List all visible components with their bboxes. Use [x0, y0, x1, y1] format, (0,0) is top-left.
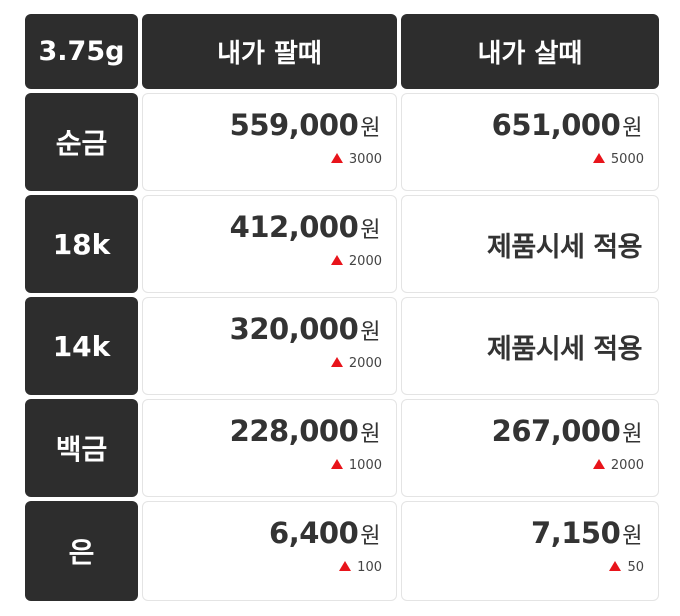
sell-cell-14k: 320,000원 2000 — [142, 297, 397, 395]
sell-price: 320,000원 — [229, 312, 381, 346]
row-label-14k: 14k — [25, 297, 138, 395]
buy-cell-pure-gold: 651,000원 5000 — [401, 93, 659, 191]
sell-change: 100 — [339, 560, 382, 575]
up-triangle-icon — [330, 357, 343, 367]
buy-cell-silver: 7,150원 50 — [401, 501, 659, 601]
buy-cell-platinum: 267,000원 2000 — [401, 399, 659, 497]
buy-cell-14k: 제품시세 적용 — [401, 297, 659, 395]
buy-price-header: 내가 살때 — [401, 14, 659, 89]
sell-price-header: 내가 팔때 — [142, 14, 397, 89]
sell-price-header-label: 내가 팔때 — [217, 39, 322, 69]
up-triangle-icon — [339, 561, 352, 571]
row-label-pure-gold: 순금 — [25, 93, 138, 191]
up-triangle-icon — [330, 459, 343, 469]
product-price-note: 제품시세 적용 — [487, 333, 642, 365]
sell-price: 6,400원 — [269, 516, 380, 550]
sell-price: 412,000원 — [229, 210, 381, 244]
buy-price-header-label: 내가 살때 — [477, 39, 583, 69]
up-triangle-icon — [592, 459, 605, 469]
sell-cell-pure-gold: 559,000원 3000 — [142, 93, 397, 191]
product-price-note: 제품시세 적용 — [487, 231, 642, 263]
buy-change: 2000 — [592, 458, 644, 473]
up-triangle-icon — [330, 153, 343, 163]
sell-change: 2000 — [330, 254, 382, 269]
buy-cell-18k: 제품시세 적용 — [401, 195, 659, 293]
buy-price: 267,000원 — [491, 414, 643, 448]
row-label-silver: 은 — [25, 501, 138, 601]
sell-cell-18k: 412,000원 2000 — [142, 195, 397, 293]
row-label-platinum: 백금 — [25, 399, 138, 497]
buy-change: 5000 — [592, 152, 644, 167]
weight-label: 3.75g — [38, 36, 125, 67]
sell-change: 1000 — [330, 458, 382, 473]
sell-price: 559,000원 — [229, 108, 381, 142]
weight-header: 3.75g — [25, 14, 138, 89]
up-triangle-icon — [330, 255, 343, 265]
sell-change: 2000 — [330, 356, 382, 371]
buy-change: 50 — [609, 560, 644, 575]
sell-cell-silver: 6,400원 100 — [142, 501, 397, 601]
buy-price: 7,150원 — [531, 516, 642, 550]
up-triangle-icon — [592, 153, 605, 163]
sell-cell-platinum: 228,000원 1000 — [142, 399, 397, 497]
sell-change: 3000 — [330, 152, 382, 167]
sell-price: 228,000원 — [229, 414, 381, 448]
up-triangle-icon — [609, 561, 622, 571]
buy-price: 651,000원 — [491, 108, 643, 142]
row-label-18k: 18k — [25, 195, 138, 293]
